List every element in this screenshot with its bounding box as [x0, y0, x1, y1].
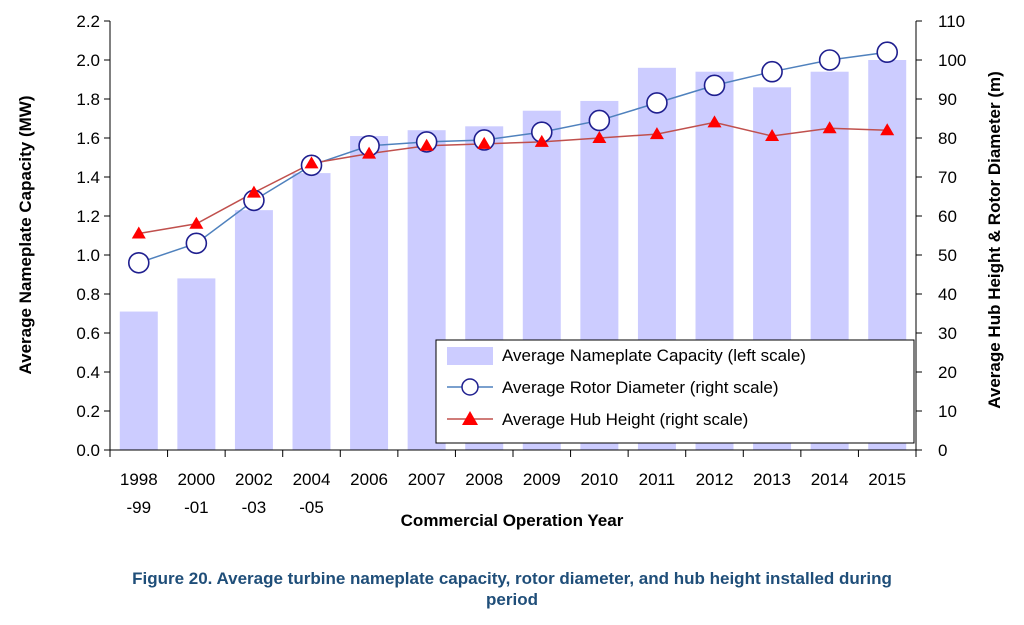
x-tick-label: 2006 [350, 470, 388, 489]
y2-tick-label: 0 [938, 441, 947, 460]
y2-tick-label: 10 [938, 402, 957, 421]
rotor-diameter-point [818, 49, 841, 71]
legend-hub-marker [462, 411, 478, 425]
y2-tick-label: 90 [938, 90, 957, 109]
hub-height-point [189, 216, 204, 229]
y-tick-label: 0.6 [76, 324, 100, 343]
y-tick-label: 0.4 [76, 363, 100, 382]
y-tick-label: 0.2 [76, 402, 100, 421]
hub-height-point [707, 115, 722, 128]
x-tick-label: 2007 [408, 470, 446, 489]
figure-caption: Figure 20. Average turbine nameplate cap… [0, 568, 1024, 610]
tick-labels: 0.0 0.2 0.4 0.6 0.8 1.0 1.2 1.4 1.6 1.8 2.0 2.2 0 10 2… [76, 12, 966, 517]
x-tick-label-line2: -05 [299, 498, 324, 517]
hub-height-point [131, 226, 146, 239]
rotor-diameter-point [646, 92, 668, 114]
y2-tick-label: 60 [938, 207, 957, 226]
y-axis-title: Average Nameplate Capacity (MW) [16, 95, 35, 374]
x-tick-label: 2004 [293, 470, 331, 489]
hub-height-point [419, 138, 434, 151]
hub-height-point [880, 123, 895, 136]
y2-axis-title: Average Hub Height & Rotor Diameter (m) [985, 71, 1004, 409]
x-tick-label-line2: -99 [126, 498, 151, 517]
y2-tick-label: 20 [938, 363, 957, 382]
y2-tick-label: 50 [938, 246, 957, 265]
axes [104, 20, 922, 457]
hub-height-line [138, 121, 888, 235]
y2-tick-label: 70 [938, 168, 957, 187]
hub-height-point [765, 129, 780, 142]
y2-tick-label: 40 [938, 285, 957, 304]
y2-tick-label: 80 [938, 129, 957, 148]
hub-height-point [304, 156, 319, 169]
x-tick-label: 2008 [465, 470, 503, 489]
x-tick-label: 2010 [580, 470, 618, 489]
hub-height-point [822, 121, 837, 134]
y-tick-label: 1.0 [76, 246, 100, 265]
y-tick-label: 2.2 [76, 12, 100, 31]
caption-line-1: Figure 20. Average turbine nameplate cap… [132, 569, 892, 588]
capacity-bar [119, 311, 158, 450]
y-tick-label: 0.8 [76, 285, 100, 304]
hub-height-point [592, 131, 607, 143]
legend-label-capacity: Average Nameplate Capacity (left scale) [502, 346, 806, 365]
y-tick-label: 1.6 [76, 129, 100, 148]
hub-height-point [477, 136, 492, 149]
x-tick-label: 2011 [639, 470, 676, 489]
caption-line-2: period [486, 590, 538, 609]
legend-label-hub: Average Hub Height (right scale) [502, 410, 748, 429]
legend-box [435, 339, 915, 444]
legend: Average Nameplate Capacity (left scale) … [435, 339, 915, 444]
y-tick-label: 2.0 [76, 51, 100, 70]
rotor-diameter-point [761, 60, 783, 83]
x-tick-label: 2014 [811, 470, 849, 489]
rotor-diameter-point [127, 251, 150, 274]
x-axis-title: Commercial Operation Year [401, 511, 624, 530]
x-tick-label-line2: -03 [242, 498, 267, 517]
legend-bar-swatch [447, 347, 493, 365]
y-tick-label: 1.4 [76, 168, 100, 187]
line-series [127, 41, 899, 274]
x-tick-label: 2012 [696, 470, 734, 489]
y2-tick-label: 30 [938, 324, 957, 343]
legend-label-rotor: Average Rotor Diameter (right scale) [502, 378, 779, 397]
y-tick-label: 1.8 [76, 90, 100, 109]
rotor-diameter-point [588, 109, 611, 132]
y-tick-label: 0.0 [76, 441, 100, 460]
x-tick-label: 2009 [523, 470, 561, 489]
hub-height-point [534, 134, 549, 147]
x-tick-label: 2000 [177, 470, 215, 489]
chart: 0.0 0.2 0.4 0.6 0.8 1.0 1.2 1.4 1.6 1.8 2.0 2.2 0 10 2… [16, 12, 1004, 530]
rotor-diameter-point [876, 41, 899, 64]
y2-tick-label: 110 [938, 12, 965, 31]
y-tick-label: 1.2 [76, 207, 100, 226]
hub-height-point [246, 185, 261, 198]
y2-tick-label: 100 [938, 51, 966, 70]
x-tick-label: 2015 [868, 470, 906, 489]
capacity-bar [350, 136, 389, 451]
capacity-bar [292, 173, 331, 450]
capacity-bar [234, 210, 273, 450]
x-tick-label: 2013 [753, 470, 791, 489]
legend-rotor-marker [461, 378, 479, 396]
rotor-diameter-point [185, 232, 208, 255]
x-tick-label: 2002 [235, 470, 273, 489]
x-tick-label-line2: -01 [184, 498, 209, 517]
hub-height-point [362, 146, 377, 159]
rotor-diameter-point [703, 74, 726, 97]
capacity-bar [177, 278, 216, 450]
hub-height-point [649, 127, 664, 140]
x-tick-label: 1998 [120, 470, 158, 489]
